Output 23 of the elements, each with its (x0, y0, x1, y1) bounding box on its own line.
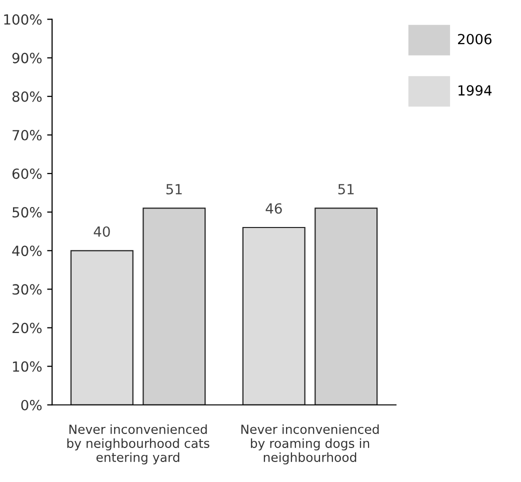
bar (314, 208, 378, 405)
data-label: 40 (94, 226, 110, 237)
bar (142, 208, 206, 405)
y-tick-label: 70% (12, 130, 42, 140)
legend-label: 1994 (458, 85, 492, 96)
y-tick-label: 40% (12, 246, 42, 256)
y-tick-label: 20% (12, 322, 42, 334)
bar (70, 250, 134, 405)
y-tick-label: 80% (12, 91, 42, 102)
y-tick-label: 10% (13, 361, 42, 372)
y-tick-label: 90% (12, 52, 42, 64)
x-tick-label: Never inconvenienced by neighbourhood cats entering yard (67, 424, 210, 464)
legend-label: 2006 (458, 34, 492, 44)
y-tick-label: 100% (4, 14, 42, 25)
data-label: 46 (266, 203, 282, 214)
y-tick-label: 0% (21, 400, 42, 410)
x-tick-label: Never inconvenienced by roaming dogs in neighbourhood (241, 424, 379, 464)
y-tick-label: 60% (12, 168, 42, 179)
y-tick-label: 50% (12, 207, 42, 218)
bar (242, 226, 306, 405)
data-label: 51 (338, 184, 354, 194)
data-label: 51 (166, 184, 182, 194)
y-tick-label: 30% (12, 284, 42, 295)
